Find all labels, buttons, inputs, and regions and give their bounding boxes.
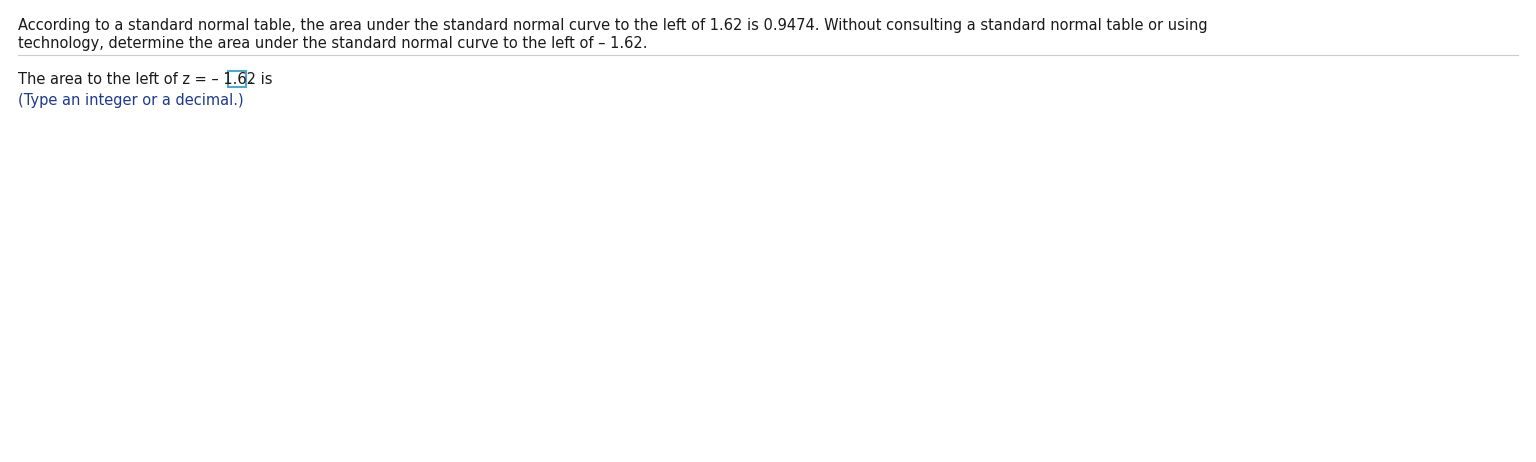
- Text: (Type an integer or a decimal.): (Type an integer or a decimal.): [18, 93, 244, 108]
- Text: According to a standard normal table, the area under the standard normal curve t: According to a standard normal table, th…: [18, 18, 1207, 33]
- Text: .: .: [247, 72, 253, 87]
- Text: technology, determine the area under the standard normal curve to the left of – : technology, determine the area under the…: [18, 36, 648, 51]
- Text: The area to the left of z = – 1.62 is: The area to the left of z = – 1.62 is: [18, 72, 276, 87]
